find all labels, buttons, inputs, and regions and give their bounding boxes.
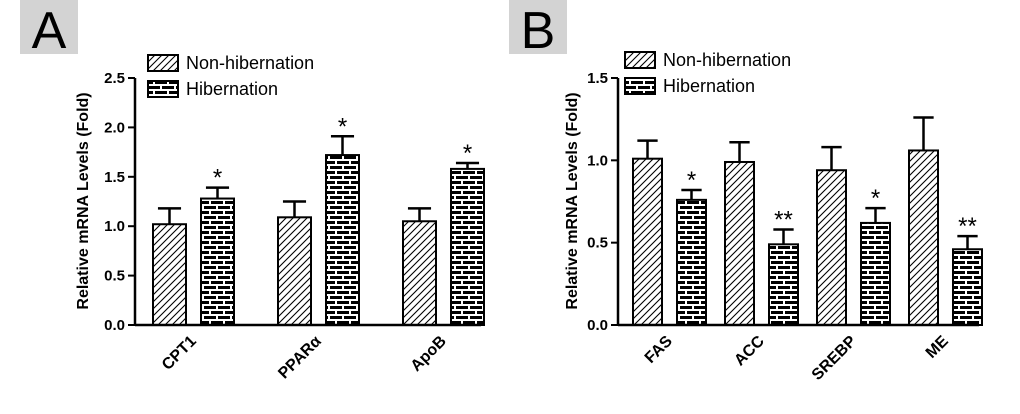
category-label: ApoB xyxy=(408,333,450,375)
category-label: SREBP xyxy=(809,333,860,384)
bar-hibernation-me xyxy=(952,248,983,326)
bar-hibernation-srebp xyxy=(860,221,891,326)
panel-b-bars: ****** xyxy=(632,116,983,327)
panel-a: A Relative mRNA Levels (Fold) 0.0 0.5 1.0 1… xyxy=(20,0,485,383)
legend-label: Hibernation xyxy=(663,76,755,96)
legend-swatch xyxy=(624,77,656,95)
category-label: ACC xyxy=(731,332,768,369)
category-label: ME xyxy=(923,333,952,362)
panel-b: B Relative mRNA Levels (Fold) 0.0 0.5 1.0 1… xyxy=(509,0,983,384)
y-tick-label: 1.5 xyxy=(587,70,608,87)
bar-hibernation-cpt1 xyxy=(200,197,235,326)
bar-non-hibernation-cpt1 xyxy=(152,223,187,326)
panel-b-category-labels: FAS ACC SREBP ME xyxy=(642,332,952,383)
bar-non-hibernation-srebp xyxy=(816,169,847,326)
y-tick-label: 2.5 xyxy=(104,70,125,87)
panel-a-y-ticks: 0.0 0.5 1.0 1.5 2.0 2.5 xyxy=(104,70,135,334)
legend-swatch xyxy=(147,54,179,72)
y-tick-label: 2.0 xyxy=(104,119,125,136)
bar-non-hibernation-me xyxy=(908,149,939,326)
bar-hibernation-acc xyxy=(768,243,799,327)
category-label: CPT1 xyxy=(159,333,200,374)
bar-hibernation-pparα xyxy=(325,154,360,326)
panel-b-label: B xyxy=(521,2,556,60)
bar-non-hibernation-acc xyxy=(724,160,755,326)
category-label: PPARα xyxy=(275,333,325,383)
y-tick-label: 0.0 xyxy=(104,317,125,334)
panel-b-label-bg xyxy=(509,0,567,54)
y-tick-label: 0.0 xyxy=(587,317,608,334)
legend-swatch xyxy=(624,51,656,69)
y-tick-label: 0.5 xyxy=(587,235,608,252)
bar-non-hibernation-apob xyxy=(402,220,437,326)
significance-mark: ** xyxy=(958,213,977,240)
panel-a-y-axis-title: Relative mRNA Levels (Fold) xyxy=(75,92,92,309)
panel-a-category-labels: CPT1 PPARα ApoB xyxy=(159,333,450,383)
y-tick-label: 1.5 xyxy=(104,169,125,186)
legend-label: Non-hibernation xyxy=(186,53,314,73)
bar-non-hibernation-pparα xyxy=(277,216,312,326)
legend-label: Non-hibernation xyxy=(663,50,791,70)
significance-mark: * xyxy=(338,113,347,140)
panel-b-y-ticks: 0.0 0.5 1.0 1.5 xyxy=(587,70,618,334)
significance-mark: * xyxy=(687,167,696,194)
bar-hibernation-apob xyxy=(450,167,485,326)
panel-a-legend: Non-hibernation Hibernation xyxy=(147,53,314,99)
y-tick-label: 1.0 xyxy=(104,218,125,235)
y-tick-label: 0.5 xyxy=(104,268,125,285)
significance-mark: * xyxy=(871,185,880,212)
bar-hibernation-fas xyxy=(676,198,707,326)
panel-b-legend: Non-hibernation Hibernation xyxy=(624,50,791,96)
legend-swatch xyxy=(147,80,179,98)
y-tick-label: 1.0 xyxy=(587,152,608,169)
panel-a-label: A xyxy=(32,2,67,60)
significance-mark: * xyxy=(213,165,222,192)
category-label: FAS xyxy=(642,333,676,367)
bar-non-hibernation-fas xyxy=(632,157,663,326)
significance-mark: ** xyxy=(774,206,793,233)
legend-label: Hibernation xyxy=(186,79,278,99)
significance-mark: * xyxy=(463,140,472,167)
panel-a-bars: * * * xyxy=(152,113,485,326)
panel-a-label-bg xyxy=(20,0,78,54)
panel-b-y-axis-title: Relative mRNA Levels (Fold) xyxy=(564,92,581,309)
